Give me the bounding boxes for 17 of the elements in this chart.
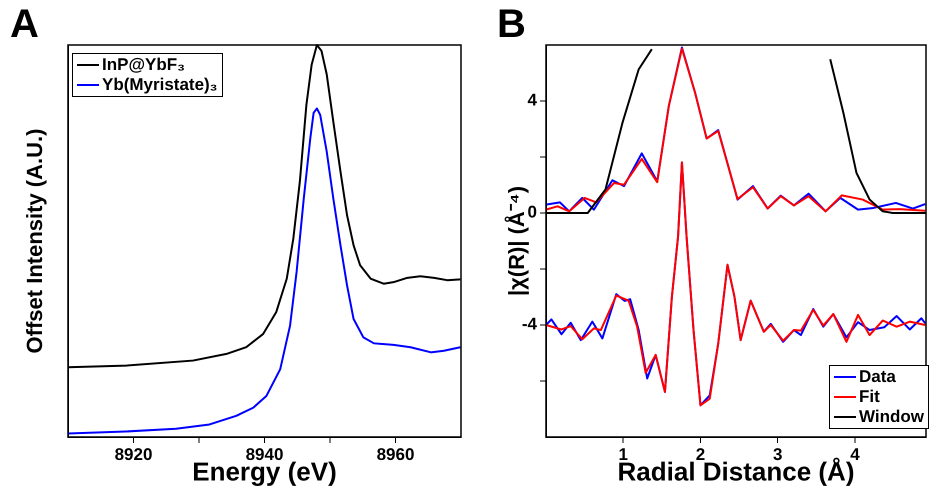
- x-tick-label: 2: [696, 444, 706, 464]
- chart-title: A: [10, 2, 39, 46]
- x-tick-label: 8920: [114, 444, 152, 464]
- chart-title: B: [497, 2, 526, 46]
- legend-label: Fit: [859, 387, 880, 407]
- y-axis-title: |χ(R)| (Å⁻⁴): [503, 186, 529, 296]
- y-tick-label: 4: [528, 90, 538, 110]
- legend-label: InP@YbF₃: [102, 55, 185, 75]
- y-tick-label: -4: [522, 314, 538, 334]
- y-axis-title: Offset Intensity (A.U.): [22, 128, 48, 354]
- x-tick-label: 3: [772, 444, 782, 464]
- legend-label: Data: [859, 367, 896, 387]
- x-tick-label: 4: [850, 444, 860, 464]
- y-tick-label: 0: [528, 202, 537, 222]
- legend-label: Yb(Myristate)₃: [102, 75, 218, 95]
- legend-label: Window: [859, 407, 924, 427]
- x-tick-label: 8960: [376, 444, 414, 464]
